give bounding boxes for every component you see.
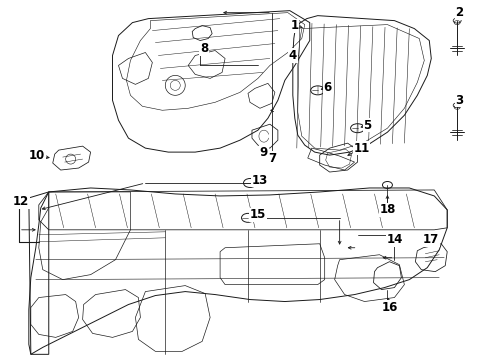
Text: 9: 9 [259, 145, 267, 159]
Text: 3: 3 [454, 94, 462, 107]
Text: 6: 6 [323, 81, 331, 94]
Text: 14: 14 [386, 233, 402, 246]
Text: 2: 2 [454, 6, 462, 19]
Text: 16: 16 [381, 301, 397, 314]
Text: 8: 8 [200, 42, 208, 55]
Text: 18: 18 [379, 203, 395, 216]
Text: 5: 5 [363, 119, 371, 132]
Text: 10: 10 [29, 149, 45, 162]
Text: 17: 17 [422, 233, 439, 246]
Text: 15: 15 [249, 208, 265, 221]
Text: 7: 7 [267, 152, 275, 165]
Text: 11: 11 [353, 141, 369, 155]
Text: 1: 1 [290, 19, 298, 32]
Text: 4: 4 [288, 49, 296, 62]
Text: 12: 12 [13, 195, 29, 208]
Text: 13: 13 [251, 174, 267, 186]
